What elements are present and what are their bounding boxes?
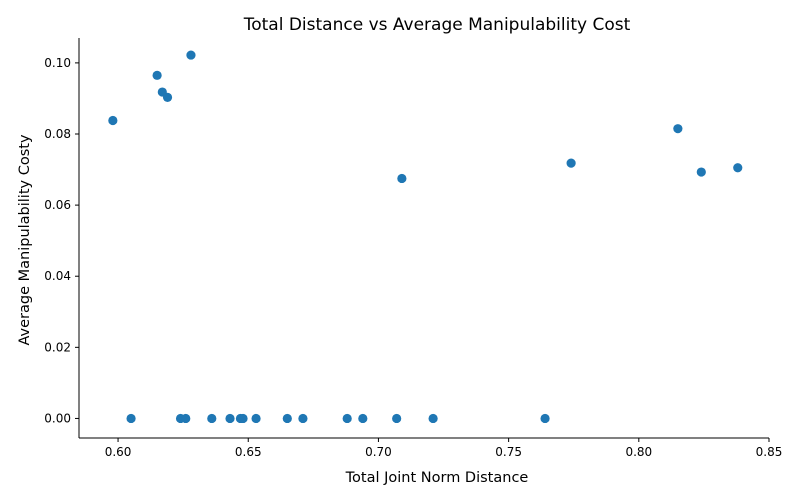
data-point [392,413,402,424]
data-point [342,413,352,424]
x-tick-label: 0.65 [235,445,262,459]
data-point [428,413,438,424]
data-point [207,413,217,424]
data-point [358,413,368,424]
y-tick-label: 0.02 [44,340,71,354]
data-point [397,173,407,184]
y-tick-label: 0.04 [44,269,71,283]
data-point [181,413,191,424]
data-point [673,124,683,134]
y-axis: 0.00 0.02 0.04 0.06 0.08 0.10 [44,38,80,438]
data-point [108,115,118,126]
data-points [108,50,743,424]
y-axis-title: Average Manipulability Costy [17,134,33,345]
data-point [566,158,576,168]
x-tick-label: 0.75 [495,445,522,459]
y-tick-label: 0.00 [44,411,71,425]
y-tick-label: 0.08 [44,127,71,141]
x-tick-label: 0.70 [365,445,392,459]
data-point [162,92,173,102]
data-point [696,167,706,177]
data-point [238,413,248,424]
x-tick-label: 0.60 [105,445,132,459]
data-point [186,50,196,60]
data-point [225,413,235,424]
data-point [540,413,550,424]
data-point [298,413,308,424]
x-axis-title: Total Joint Norm Distance [345,470,529,486]
data-point [152,70,162,80]
x-tick-label: 0.85 [756,445,783,459]
chart-title: Total Distance vs Average Manipulability… [243,15,631,35]
data-point [282,413,292,424]
data-point [733,163,743,173]
data-point [251,413,261,424]
y-tick-label: 0.06 [44,198,71,212]
data-point [126,413,136,424]
x-tick-label: 0.80 [625,445,652,459]
x-axis: 0.60 0.65 0.70 0.75 0.80 0.85 [79,437,783,459]
y-tick-label: 0.10 [44,56,71,70]
